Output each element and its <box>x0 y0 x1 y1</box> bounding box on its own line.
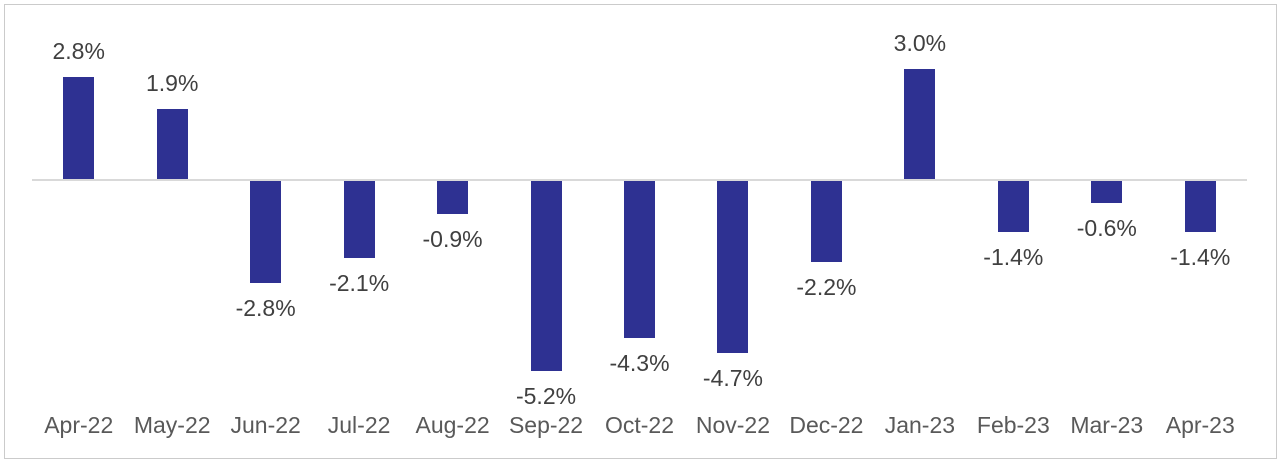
x-axis-tick-label-may-22: May-22 <box>133 412 211 438</box>
data-label-may-22: 1.9% <box>145 70 199 97</box>
data-label-aug-22: -0.9% <box>422 225 483 252</box>
bar-feb-23 <box>997 181 1029 233</box>
data-label-mar-23: -0.6% <box>1076 214 1137 241</box>
x-axis-tick-label-apr-23: Apr-23 <box>1165 412 1235 438</box>
data-label-jan-23: 3.0% <box>893 30 947 57</box>
x-axis-tick-label-jan-23: Jan-23 <box>884 412 956 438</box>
x-axis-tick-label-nov-22: Nov-22 <box>695 412 771 438</box>
data-label-apr-22: 2.8% <box>52 37 105 64</box>
x-axis-tick-label-sep-22: Sep-22 <box>508 412 584 438</box>
data-label-dec-22: -2.2% <box>796 273 857 300</box>
bar-jun-22 <box>250 181 282 284</box>
data-label-sep-22: -5.2% <box>515 383 577 410</box>
data-label-jun-22: -2.8% <box>235 295 296 322</box>
bar-dec-22 <box>810 181 842 262</box>
bar-aug-22 <box>437 181 469 214</box>
data-label-nov-22: -4.7% <box>702 365 763 392</box>
bar-oct-22 <box>624 181 655 339</box>
x-axis-tick-label-jun-22: Jun-22 <box>230 412 301 438</box>
data-label-feb-23: -1.4% <box>983 244 1044 271</box>
data-label-jul-22: -2.1% <box>329 269 390 296</box>
x-axis-tick-label-feb-23: Feb-23 <box>976 412 1050 438</box>
bar-jan-23 <box>904 69 936 179</box>
bar-jul-22 <box>343 181 375 258</box>
x-axis-tick-label-oct-22: Oct-22 <box>604 412 674 438</box>
bar-may-22 <box>156 109 188 179</box>
x-axis-tick-label-mar-23: Mar-23 <box>1070 412 1144 438</box>
bar-apr-23 <box>1184 181 1216 233</box>
data-label-apr-23: -1.4% <box>1170 244 1231 271</box>
bar-sep-22 <box>530 181 562 372</box>
x-axis-zero-line <box>32 179 1247 181</box>
bar-apr-22 <box>63 76 95 179</box>
x-axis-tick-label-aug-22: Aug-22 <box>415 412 490 438</box>
bar-nov-22 <box>717 181 749 354</box>
x-axis-tick-label-dec-22: Dec-22 <box>789 412 864 438</box>
x-axis-tick-label-apr-22: Apr-22 <box>44 412 114 438</box>
bar-mar-23 <box>1091 181 1123 203</box>
data-label-oct-22: -4.3% <box>609 350 670 377</box>
x-axis-tick-label-jul-22: Jul-22 <box>327 412 391 438</box>
